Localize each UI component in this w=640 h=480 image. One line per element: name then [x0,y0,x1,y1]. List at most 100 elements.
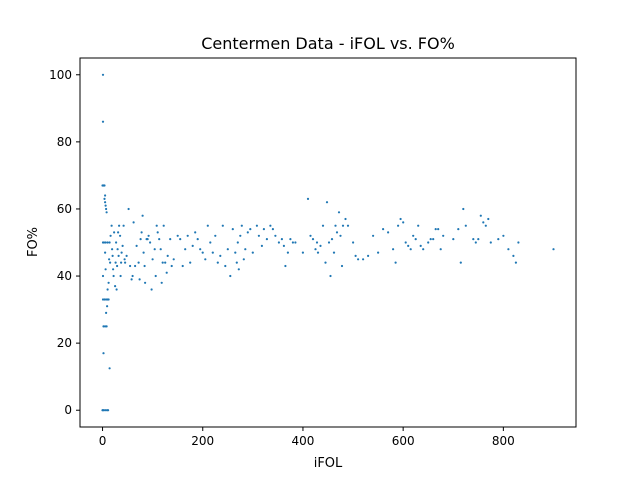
data-point [204,258,207,261]
data-point [140,231,143,234]
data-point [114,285,117,288]
data-point [412,234,415,237]
data-point [186,234,189,237]
data-point [344,217,347,221]
data-point [489,241,492,244]
data-point [107,298,110,301]
data-point [404,241,407,244]
data-point [231,228,234,231]
data-point [105,325,108,328]
data-point [184,248,187,251]
data-point [216,261,219,264]
data-point [139,238,142,241]
data-point [206,224,209,227]
data-point [102,409,106,412]
data-point [161,261,164,264]
data-point [277,241,280,244]
data-point [104,251,107,254]
data-point [274,234,277,237]
data-point [109,261,112,264]
data-point [101,274,105,278]
data-point [154,274,157,278]
x-tick-label: 600 [392,434,415,448]
data-point [104,241,107,244]
data-point [502,234,505,237]
data-point [237,268,240,271]
data-point [194,231,197,234]
data-point [301,251,304,254]
data-point [106,241,109,244]
data-point [143,264,146,268]
data-point [110,224,113,227]
data-point [484,224,487,227]
data-point [123,258,126,261]
data-point [482,221,485,224]
data-point [517,241,520,244]
data-point [417,224,420,227]
data-point [397,224,400,227]
data-point [172,258,175,261]
data-point [377,251,380,254]
data-point [255,224,258,227]
data-point [111,248,114,251]
data-point [201,251,204,254]
x-axis-ticks: 0 200 400 600 800 [99,427,515,448]
data-point [337,211,341,214]
data-point [235,261,238,264]
data-point [507,248,510,251]
data-point [106,305,109,308]
data-point [101,120,105,123]
data-point [112,274,115,278]
y-tick-label: 40 [57,269,72,283]
data-point [260,244,263,247]
x-tick-label: 0 [99,434,107,448]
data-point [321,224,325,227]
data-point [437,228,440,231]
data-point [114,261,117,264]
data-point [249,228,252,231]
data-point [339,234,342,237]
data-point [432,238,435,241]
data-point [160,281,163,284]
data-point [354,254,357,257]
data-point [104,194,107,197]
data-point [244,248,247,251]
data-point [142,251,145,254]
data-point [132,221,135,224]
data-point [149,241,152,244]
data-point [176,234,179,237]
data-point [280,238,283,241]
data-point [108,241,111,244]
data-point [427,241,430,244]
data-point [120,261,123,264]
data-point [409,248,412,251]
data-point [125,254,128,257]
data-point [104,204,107,207]
data-point [477,238,480,241]
data-point [294,241,297,244]
data-point [134,264,137,268]
data-point [221,224,224,227]
data-point [112,268,115,271]
data-point [147,234,150,237]
data-point [407,244,410,247]
data-point [325,201,329,204]
data-point [387,231,390,234]
data-point [265,238,268,241]
data-point [330,238,334,241]
y-tick-label: 100 [49,68,72,82]
y-axis-label: FO% [26,227,41,257]
data-point [309,234,312,237]
data-point [329,274,332,278]
data-point [118,224,121,227]
data-point [124,261,127,264]
data-point [156,231,159,234]
data-point [219,254,222,257]
data-point [131,274,134,278]
data-point [251,251,254,254]
data-point [314,248,317,251]
data-point [399,217,402,221]
data-point [459,261,462,264]
data-point [137,261,140,264]
